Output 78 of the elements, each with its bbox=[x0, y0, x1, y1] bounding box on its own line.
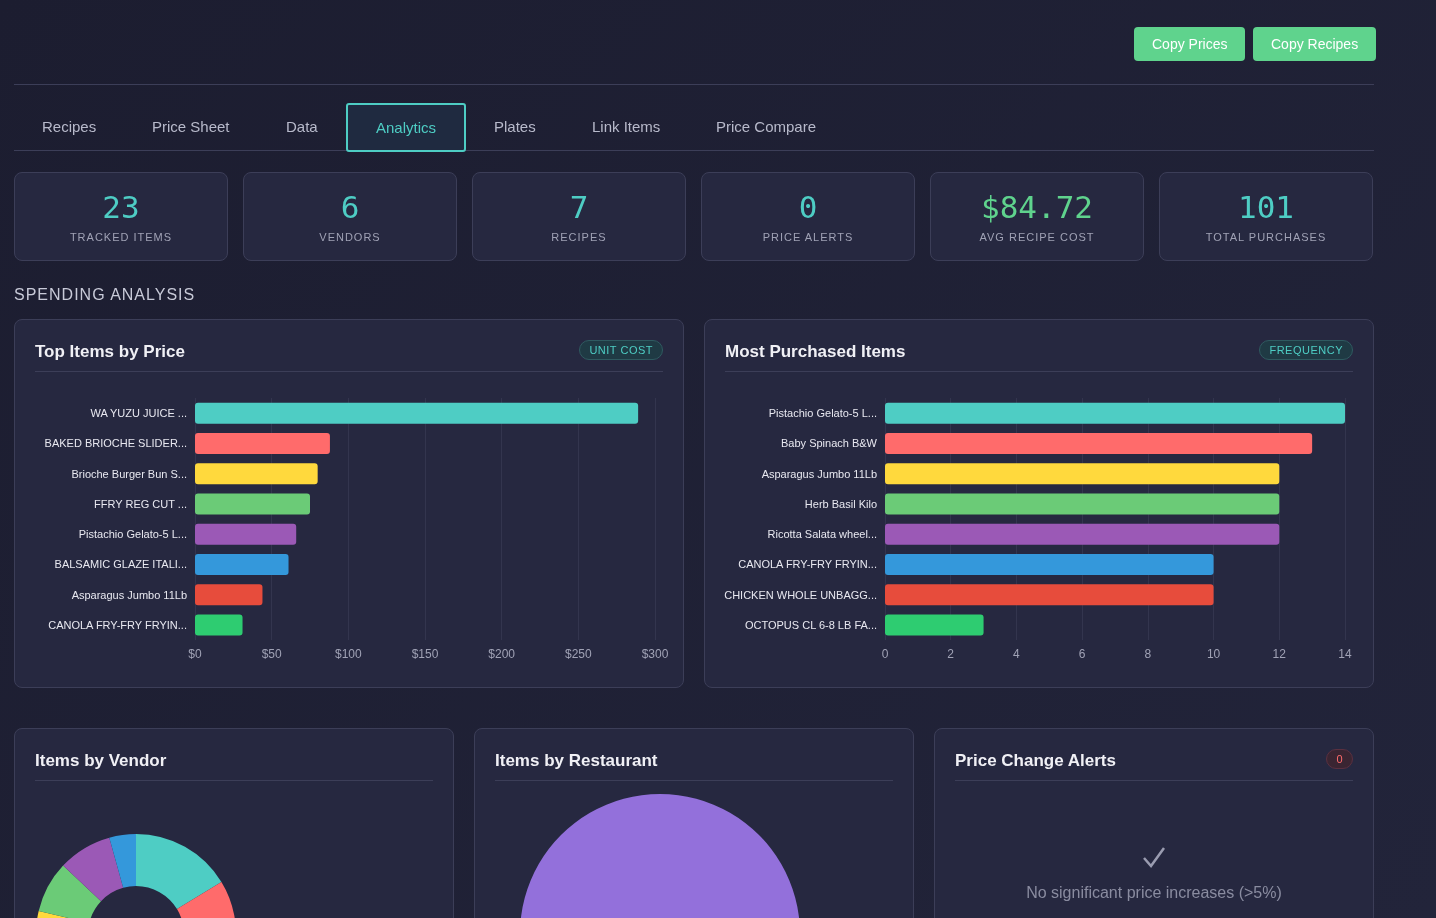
y-tick-label: CANOLA FRY-FRY FRYIN... bbox=[738, 558, 877, 571]
text: 101 bbox=[1237, 189, 1295, 225]
bar bbox=[195, 553, 289, 575]
category-label: Price Sheet bbox=[151, 117, 231, 137]
y-tick-label: CANOLA FRY-FRY FRYIN... bbox=[48, 618, 187, 631]
chart-subtitle: FREQUENCY bbox=[1259, 340, 1353, 360]
category-label: Link Items bbox=[591, 117, 662, 137]
y-tick-label: BAKED BRIOCHE SLIDER... bbox=[44, 437, 187, 450]
bar bbox=[885, 463, 1280, 485]
bar bbox=[885, 553, 1214, 575]
x-tick-label: 14 bbox=[1338, 647, 1352, 661]
bar bbox=[195, 402, 639, 424]
y-tick-label: BALSAMIC GLAZE ITALI... bbox=[54, 558, 187, 571]
x-tick-label: 12 bbox=[1272, 647, 1287, 661]
x-tick-label: $150 bbox=[411, 647, 439, 661]
text: 6 bbox=[339, 189, 361, 225]
chart-subtitle: UNIT COST bbox=[579, 340, 663, 360]
x-tick-label: 0 bbox=[881, 647, 889, 661]
bar bbox=[195, 584, 263, 606]
bar bbox=[195, 523, 297, 545]
category-label: Plates bbox=[493, 117, 537, 137]
bar bbox=[885, 614, 984, 636]
bar bbox=[885, 523, 1280, 545]
category-label: RECIPES bbox=[550, 231, 608, 243]
y-tick-label: FFRY REG CUT ... bbox=[94, 497, 187, 510]
x-tick-label: 2 bbox=[947, 647, 955, 661]
x-tick-label: $0 bbox=[188, 647, 202, 661]
y-tick-label: Herb Basil Kilo bbox=[804, 497, 877, 510]
category-label: AVG RECIPE COST bbox=[978, 231, 1096, 243]
x-tick-label: 10 bbox=[1206, 647, 1221, 661]
chart-title: Items by Vendor bbox=[35, 751, 167, 771]
bar bbox=[885, 493, 1280, 515]
y-tick-label: Ricotta Salata wheel... bbox=[767, 528, 877, 541]
bar bbox=[195, 463, 318, 485]
category-label: TOTAL PURCHASES bbox=[1204, 231, 1328, 243]
x-tick-label: 4 bbox=[1013, 647, 1021, 661]
bar bbox=[885, 584, 1214, 606]
x-tick-label: $250 bbox=[564, 647, 592, 661]
category-label: Analytics bbox=[346, 103, 467, 152]
chart-title: Items by Restaurant bbox=[495, 751, 658, 771]
category-label: Recipes bbox=[41, 117, 98, 137]
y-tick-label: Pistachio Gelato-5 L... bbox=[78, 528, 187, 541]
category-label: Price Compare bbox=[715, 117, 818, 137]
text: 0 bbox=[797, 189, 819, 225]
bar bbox=[885, 402, 1345, 424]
y-tick-label: Baby Spinach B&W bbox=[781, 437, 878, 450]
category-label: TRACKED ITEMS bbox=[68, 231, 174, 243]
y-tick-label: CHICKEN WHOLE UNBAGG... bbox=[724, 588, 877, 601]
bar bbox=[195, 614, 243, 636]
x-tick-label: $200 bbox=[488, 647, 516, 661]
chart-title: Top Items by Price bbox=[35, 342, 185, 362]
x-tick-label: $300 bbox=[641, 647, 669, 661]
x-tick-label: $100 bbox=[334, 647, 362, 661]
category-label: PRICE ALERTS bbox=[761, 231, 855, 243]
text: 23 bbox=[101, 189, 141, 225]
bar bbox=[195, 493, 310, 515]
chart-title: Most Purchased Items bbox=[725, 342, 906, 362]
x-tick-label: 6 bbox=[1078, 647, 1086, 661]
text: $84.72 bbox=[980, 189, 1094, 225]
y-tick-label: Brioche Burger Bun S... bbox=[71, 467, 187, 480]
y-tick-label: OCTOPUS CL 6-8 LB FA... bbox=[744, 618, 877, 631]
bar bbox=[195, 432, 330, 454]
category-label: VENDORS bbox=[318, 231, 382, 243]
text: No significant price increases (>5%) bbox=[1025, 884, 1283, 902]
bar bbox=[885, 432, 1313, 454]
y-tick-label: WA YUZU JUICE ... bbox=[90, 407, 187, 420]
y-tick-label: Pistachio Gelato-5 L... bbox=[768, 407, 877, 420]
y-tick-label: Asparagus Jumbo 11Lb bbox=[71, 588, 187, 601]
y-tick-label: Asparagus Jumbo 11Lb bbox=[761, 467, 877, 480]
text: Copy Recipes bbox=[1253, 27, 1377, 61]
x-tick-label: 8 bbox=[1144, 647, 1152, 661]
text: SPENDING ANALYSIS bbox=[14, 286, 196, 304]
text: 0 bbox=[1326, 749, 1353, 769]
text: 7 bbox=[568, 189, 590, 225]
category-label: Data bbox=[285, 117, 319, 137]
x-tick-label: $50 bbox=[261, 647, 282, 661]
text: Price Change Alerts bbox=[955, 751, 1116, 771]
text: Copy Prices bbox=[1134, 27, 1246, 61]
